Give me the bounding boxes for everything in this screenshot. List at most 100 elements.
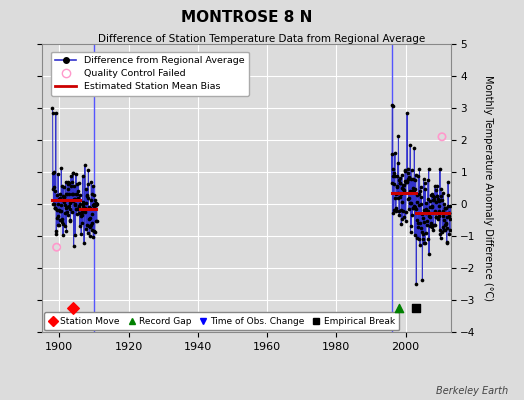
Point bbox=[397, 221, 406, 228]
Point bbox=[432, 214, 440, 221]
Point bbox=[53, 222, 62, 228]
Point bbox=[72, 171, 80, 177]
Point bbox=[77, 213, 85, 220]
Point bbox=[418, 229, 426, 236]
Point bbox=[57, 197, 66, 204]
Point bbox=[413, 192, 421, 198]
Point bbox=[79, 198, 87, 205]
Point bbox=[66, 216, 74, 223]
Point bbox=[48, 110, 57, 116]
Point bbox=[82, 186, 91, 192]
Point bbox=[67, 183, 75, 189]
Point bbox=[86, 204, 94, 211]
Point bbox=[407, 200, 416, 206]
Point bbox=[90, 201, 98, 208]
Point bbox=[59, 232, 67, 238]
Point bbox=[439, 213, 447, 219]
Point bbox=[64, 180, 72, 187]
Point bbox=[79, 202, 88, 209]
Point bbox=[51, 110, 60, 116]
Point bbox=[58, 182, 67, 189]
Point bbox=[73, 206, 82, 213]
Point bbox=[71, 232, 79, 238]
Point bbox=[56, 195, 64, 202]
Point bbox=[434, 196, 442, 202]
Point bbox=[412, 206, 420, 212]
Point bbox=[66, 200, 74, 207]
Point bbox=[434, 212, 443, 219]
Point bbox=[429, 197, 437, 203]
Point bbox=[445, 216, 454, 222]
Point bbox=[441, 205, 450, 211]
Point bbox=[416, 188, 424, 195]
Point bbox=[425, 204, 434, 210]
Point bbox=[66, 205, 74, 212]
Point bbox=[80, 206, 89, 212]
Point bbox=[63, 209, 71, 215]
Point bbox=[440, 201, 449, 208]
Point bbox=[82, 192, 91, 199]
Point bbox=[389, 173, 397, 180]
Point bbox=[62, 228, 71, 234]
Point bbox=[445, 210, 454, 216]
Point bbox=[71, 195, 79, 202]
Point bbox=[394, 195, 402, 202]
Point bbox=[78, 220, 86, 226]
Point bbox=[77, 230, 85, 237]
Point bbox=[440, 222, 449, 228]
Point bbox=[392, 206, 400, 213]
Point bbox=[422, 230, 430, 236]
Point bbox=[433, 209, 442, 216]
Point bbox=[423, 196, 432, 202]
Point bbox=[419, 176, 428, 182]
Point bbox=[432, 214, 440, 220]
Point bbox=[400, 178, 409, 184]
Point bbox=[425, 213, 433, 219]
Point bbox=[90, 202, 98, 209]
Point bbox=[74, 180, 83, 186]
Point bbox=[421, 186, 430, 192]
Point bbox=[409, 185, 418, 192]
Point bbox=[412, 199, 421, 206]
Point bbox=[53, 192, 61, 198]
Point bbox=[444, 213, 453, 220]
Point bbox=[437, 193, 445, 200]
Point bbox=[76, 201, 84, 208]
Point bbox=[73, 181, 81, 187]
Point bbox=[81, 204, 89, 211]
Point bbox=[60, 184, 68, 190]
Point bbox=[391, 208, 400, 214]
Point bbox=[416, 220, 424, 226]
Point bbox=[50, 184, 59, 190]
Point bbox=[60, 199, 69, 205]
Point bbox=[430, 197, 439, 204]
Point bbox=[416, 241, 424, 248]
Point bbox=[429, 227, 438, 234]
Point bbox=[88, 211, 96, 218]
Point bbox=[396, 180, 405, 186]
Point bbox=[439, 224, 447, 230]
Point bbox=[86, 224, 95, 231]
Point bbox=[388, 151, 396, 157]
Point bbox=[408, 167, 416, 173]
Point bbox=[446, 203, 454, 210]
Y-axis label: Monthly Temperature Anomaly Difference (°C): Monthly Temperature Anomaly Difference (… bbox=[483, 75, 493, 301]
Point bbox=[410, 145, 419, 152]
Point bbox=[426, 223, 434, 229]
Point bbox=[431, 183, 439, 190]
Point bbox=[82, 226, 90, 232]
Point bbox=[417, 224, 425, 231]
Point bbox=[393, 172, 401, 179]
Point bbox=[68, 179, 76, 186]
Point bbox=[443, 225, 451, 231]
Point bbox=[442, 220, 450, 226]
Point bbox=[391, 150, 399, 156]
Point bbox=[427, 192, 435, 198]
Point bbox=[85, 214, 94, 221]
Point bbox=[54, 196, 63, 202]
Point bbox=[80, 239, 88, 246]
Point bbox=[428, 224, 436, 230]
Point bbox=[438, 134, 446, 140]
Point bbox=[393, 184, 401, 190]
Point bbox=[436, 235, 445, 242]
